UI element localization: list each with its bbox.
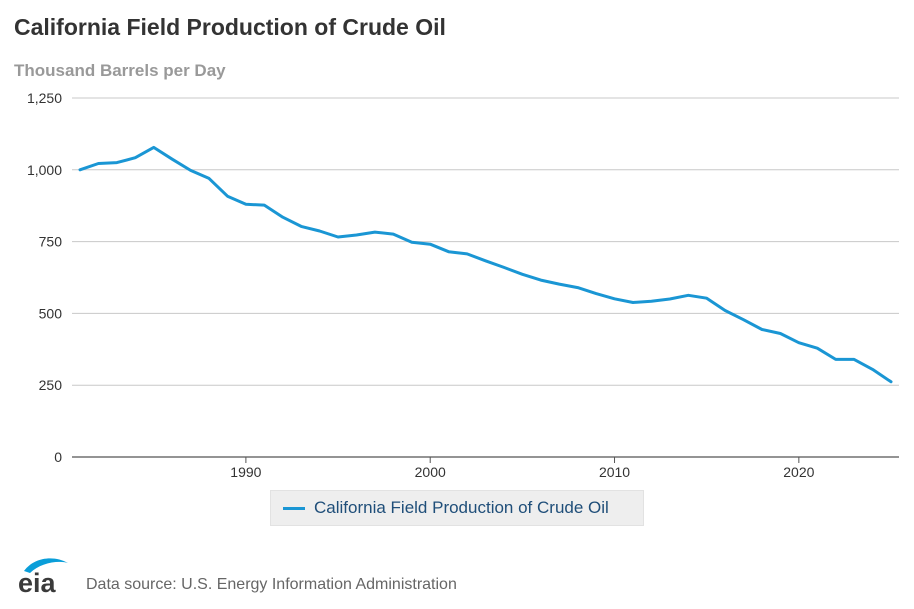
x-axis-ticks: 1990 2000 2010 2020 — [230, 457, 815, 480]
x-tick-label: 2020 — [783, 464, 814, 480]
logo-wordmark: eia — [18, 568, 57, 595]
x-tick-label: 2000 — [415, 464, 446, 480]
series-group — [78, 145, 893, 384]
legend-swatch — [283, 506, 305, 510]
x-tick-label: 1990 — [230, 464, 261, 480]
y-axis-unit-label: Thousand Barrels per Day — [14, 61, 226, 80]
x-tick-label: 2010 — [599, 464, 630, 480]
logo-arc-icon — [24, 558, 68, 573]
chart-title: California Field Production of Crude Oil — [14, 14, 446, 40]
y-axis-ticks: 0 250 500 750 1,000 1,250 — [27, 90, 62, 465]
y-tick-label: 250 — [39, 377, 63, 393]
series-line[interactable] — [78, 145, 893, 384]
data-source-note: Data source: U.S. Energy Information Adm… — [86, 576, 457, 593]
y-tick-label: 750 — [39, 234, 63, 250]
y-tick-label: 1,250 — [27, 90, 62, 106]
y-tick-label: 500 — [39, 305, 63, 321]
y-tick-label: 0 — [54, 449, 62, 465]
legend-label: California Field Production of Crude Oil — [314, 498, 609, 517]
eia-logo[interactable]: eia — [16, 555, 72, 595]
legend[interactable]: California Field Production of Crude Oil — [270, 490, 644, 526]
y-tick-label: 1,000 — [27, 162, 62, 178]
gridlines — [72, 97, 899, 458]
